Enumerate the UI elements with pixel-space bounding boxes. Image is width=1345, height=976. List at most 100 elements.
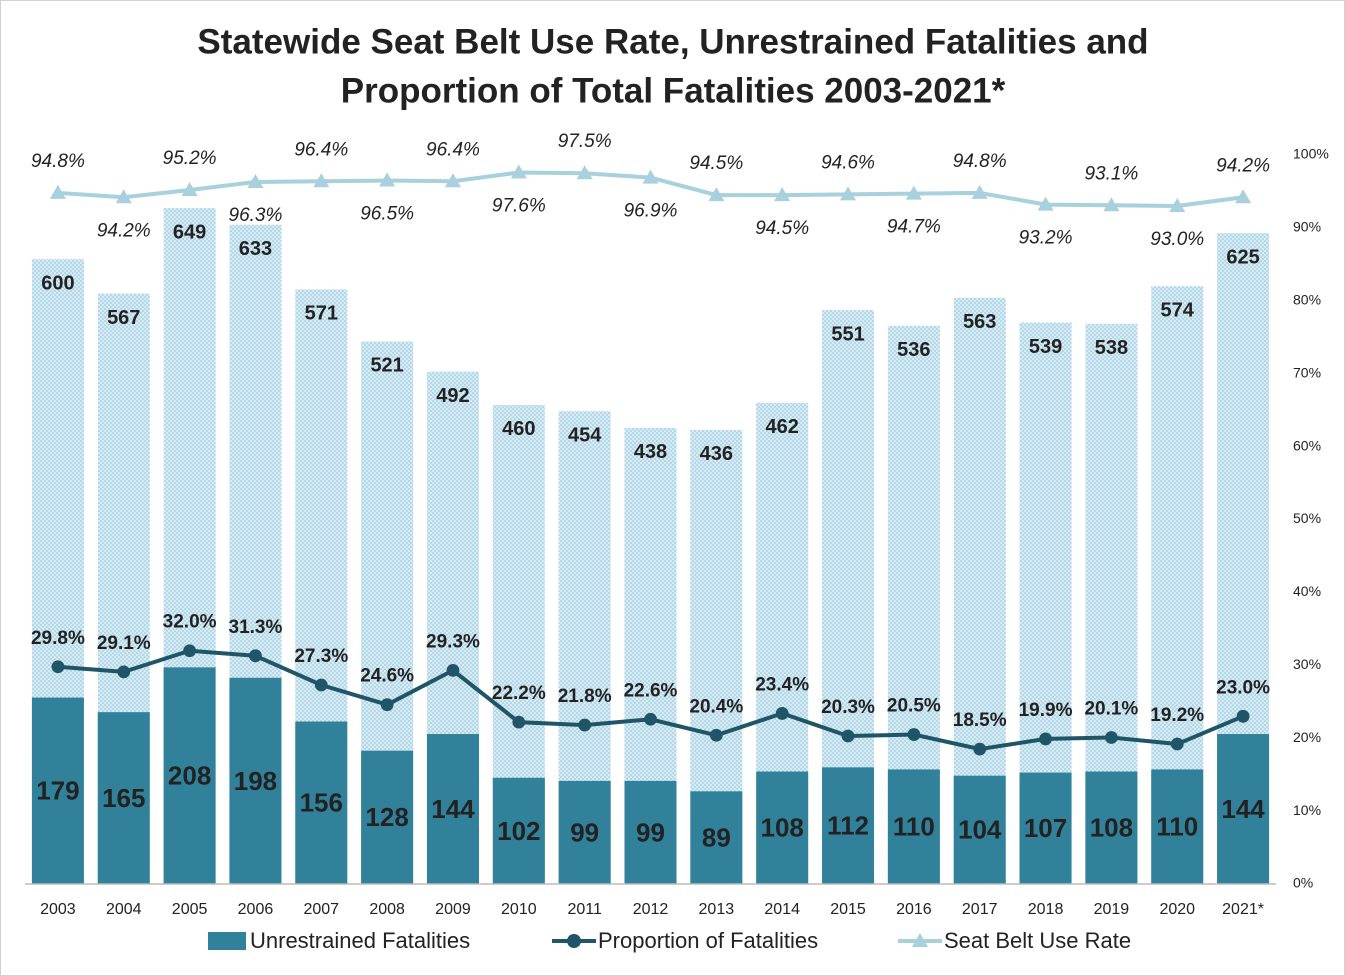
bar: [1151, 769, 1204, 884]
x-tick-label: 2004: [106, 901, 142, 918]
bar: [953, 775, 1006, 884]
data-label: 94.7%: [887, 217, 941, 238]
y2-tick-label: 10%: [1293, 802, 1321, 818]
marker: [181, 181, 198, 196]
bar: [426, 734, 479, 884]
marker: [1235, 189, 1252, 204]
y2-tick-label: 0%: [1293, 875, 1313, 891]
marker: [1170, 737, 1184, 751]
y2-tick-label: 40%: [1293, 583, 1321, 599]
x-tick-label: 2010: [501, 901, 537, 918]
bar: [1085, 771, 1138, 884]
data-label: 22.6%: [624, 680, 678, 701]
y2-tick-label: 60%: [1293, 437, 1321, 453]
data-label: 521: [370, 355, 403, 377]
x-tick-label: 2016: [896, 901, 932, 918]
data-label: 144: [1221, 794, 1265, 824]
data-label: 625: [1226, 246, 1259, 268]
chart-title: Statewide Seat Belt Use Rate, Unrestrain…: [197, 22, 1148, 61]
marker: [510, 164, 527, 179]
marker: [115, 189, 132, 204]
y2-tick-label: 90%: [1293, 219, 1321, 235]
data-label: 99: [636, 817, 665, 847]
data-label: 23.0%: [1216, 677, 1270, 698]
bar: [31, 697, 84, 884]
data-label: 454: [568, 424, 602, 446]
x-tick-label: 2020: [1159, 901, 1195, 918]
data-label: 19.9%: [1019, 700, 1073, 721]
data-label: 20.5%: [887, 696, 941, 717]
bar: [624, 780, 677, 884]
data-label: 102: [497, 816, 540, 846]
bar: [756, 771, 809, 884]
x-tick-label: 2015: [830, 901, 866, 918]
bar: [822, 767, 875, 884]
data-label: 600: [41, 272, 74, 294]
marker: [644, 712, 657, 726]
marker: [247, 173, 264, 188]
data-label: 97.6%: [492, 196, 546, 217]
marker: [380, 698, 394, 712]
data-label: 94.5%: [755, 218, 809, 239]
marker: [1039, 732, 1052, 746]
legend-label: Unrestrained Fatalities: [250, 928, 470, 953]
data-label: 104: [958, 815, 1002, 845]
data-label: 110: [1156, 812, 1198, 842]
data-label: 18.5%: [953, 710, 1007, 731]
bar: [492, 777, 545, 884]
data-label: 571: [305, 303, 338, 325]
data-label: 29.8%: [31, 628, 85, 649]
marker: [49, 184, 66, 199]
marker: [1236, 709, 1250, 723]
data-label: 208: [168, 761, 211, 791]
data-label: 23.4%: [755, 674, 809, 695]
data-label: 20.3%: [821, 697, 875, 718]
data-label: 551: [831, 323, 864, 345]
data-label: 96.9%: [624, 201, 678, 222]
data-label: 94.8%: [31, 151, 85, 172]
data-label: 156: [300, 788, 343, 818]
data-label: 94.8%: [953, 151, 1007, 172]
marker: [249, 649, 262, 663]
data-label: 462: [765, 416, 798, 438]
marker: [444, 173, 461, 188]
marker: [708, 187, 725, 202]
marker: [971, 184, 988, 199]
data-label: 31.3%: [229, 617, 283, 638]
x-tick-label: 2011: [567, 901, 602, 918]
legend-swatch: [567, 934, 581, 948]
data-label: 108: [760, 813, 803, 843]
legend-swatch: [208, 932, 246, 950]
y2-tick-label: 80%: [1293, 292, 1321, 308]
data-label: 27.3%: [294, 646, 348, 667]
data-label: 567: [107, 307, 140, 329]
legend-swatch: [912, 933, 928, 947]
x-tick-label: 2003: [40, 901, 76, 918]
x-tick-label: 2021*: [1222, 901, 1264, 918]
marker: [642, 169, 659, 184]
x-tick-label: 2008: [369, 901, 405, 918]
x-tick-label: 2017: [962, 901, 998, 918]
data-label: 94.5%: [689, 153, 743, 174]
data-label: 96.3%: [229, 205, 283, 226]
y2-tick-label: 20%: [1293, 729, 1321, 745]
marker: [905, 185, 922, 200]
y2-tick-label: 70%: [1293, 364, 1321, 380]
marker: [907, 728, 921, 741]
marker: [1037, 196, 1054, 211]
x-tick-label: 2018: [1028, 901, 1064, 918]
data-label: 460: [502, 418, 535, 440]
data-label: 21.8%: [558, 686, 612, 707]
marker: [709, 728, 723, 742]
x-tick-label: 2013: [699, 901, 735, 918]
data-label: 97.5%: [558, 131, 612, 152]
x-tick-label: 2009: [435, 901, 471, 918]
bar: [558, 780, 611, 884]
marker: [183, 644, 197, 658]
marker: [1104, 731, 1118, 744]
legend-label: Seat Belt Use Rate: [944, 928, 1131, 953]
data-label: 539: [1029, 336, 1062, 358]
bar: [1217, 734, 1270, 884]
data-label: 29.1%: [97, 633, 151, 654]
data-label: 536: [897, 339, 930, 361]
